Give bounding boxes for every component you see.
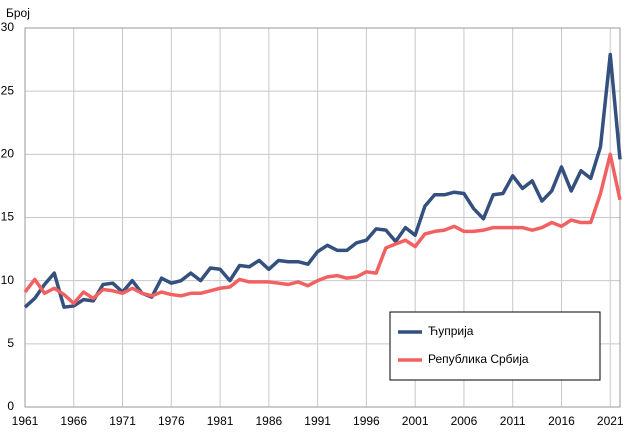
- legend-label: Република Србија: [428, 352, 529, 366]
- x-tick-label: 2001: [402, 414, 429, 428]
- plot-frame: [24, 27, 621, 408]
- x-tick-label: 2016: [548, 414, 575, 428]
- x-tick-label: 1996: [353, 414, 380, 428]
- x-tick-label: 1961: [12, 414, 39, 428]
- y-tick-label: 20: [1, 147, 15, 161]
- x-tick-label: 1991: [304, 414, 331, 428]
- x-tick-label: 1966: [60, 414, 87, 428]
- x-tick-label: 1986: [256, 414, 283, 428]
- y-axis-label: Број: [6, 6, 30, 20]
- y-tick-label: 30: [1, 20, 15, 34]
- legend-box: [389, 311, 601, 381]
- y-tick-label: 0: [7, 399, 14, 413]
- x-tick-label: 2006: [451, 414, 478, 428]
- y-tick-label: 10: [1, 273, 15, 287]
- series-line: [23, 52, 622, 309]
- legend-label: Ћуприја: [428, 324, 474, 338]
- x-tick-label: 2021: [597, 414, 624, 428]
- x-tick-label: 1971: [109, 414, 136, 428]
- series-line: [23, 152, 622, 306]
- y-tick-label: 15: [1, 210, 15, 224]
- x-tick-label: 2011: [500, 414, 526, 428]
- x-tick-label: 1976: [158, 414, 185, 428]
- x-tick-label: 1981: [207, 414, 234, 428]
- y-tick-label: 25: [1, 83, 15, 97]
- y-tick-label: 5: [7, 336, 14, 350]
